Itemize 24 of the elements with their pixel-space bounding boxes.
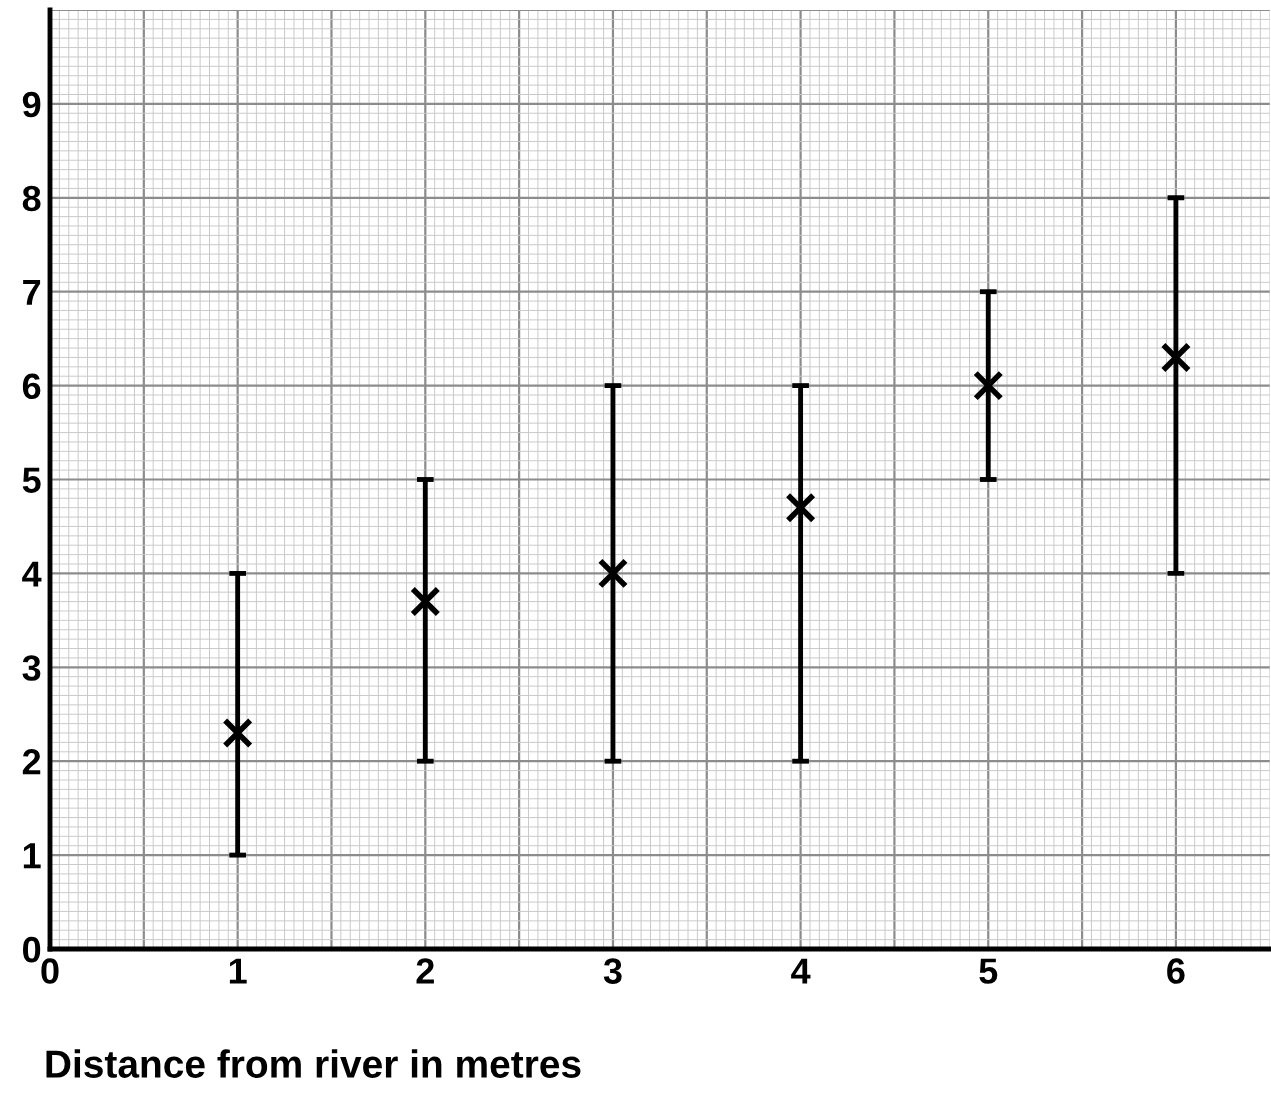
x-tick-label: 0 bbox=[41, 958, 59, 984]
point bbox=[1160, 342, 1192, 373]
x-tick-label: 1 bbox=[229, 958, 247, 984]
point bbox=[222, 717, 253, 749]
x-tick-label: 4 bbox=[791, 958, 811, 984]
point bbox=[785, 492, 816, 523]
x-tick-label: 2 bbox=[416, 958, 434, 984]
point bbox=[410, 586, 441, 617]
y-tick-label: 6 bbox=[22, 373, 41, 400]
point bbox=[972, 370, 1004, 401]
y-tick-label: 0 bbox=[23, 936, 41, 963]
point bbox=[597, 558, 629, 589]
y-tick-label: 4 bbox=[22, 561, 42, 587]
y-tick-label: 7 bbox=[23, 279, 41, 305]
x-tick-label: 6 bbox=[1167, 958, 1185, 984]
y-tick-label: 1 bbox=[23, 843, 41, 869]
y-tick-label: 8 bbox=[22, 185, 41, 212]
y-tick-label: 2 bbox=[22, 749, 41, 775]
x-tick-label: 5 bbox=[979, 958, 998, 984]
y-tick-label: 9 bbox=[22, 91, 41, 118]
x-tick-label: 3 bbox=[603, 958, 622, 984]
x-axis-title: Distance from river in metres bbox=[46, 1049, 581, 1078]
y-tick-label: 3 bbox=[22, 655, 41, 681]
y-tick-label: 5 bbox=[22, 467, 41, 493]
